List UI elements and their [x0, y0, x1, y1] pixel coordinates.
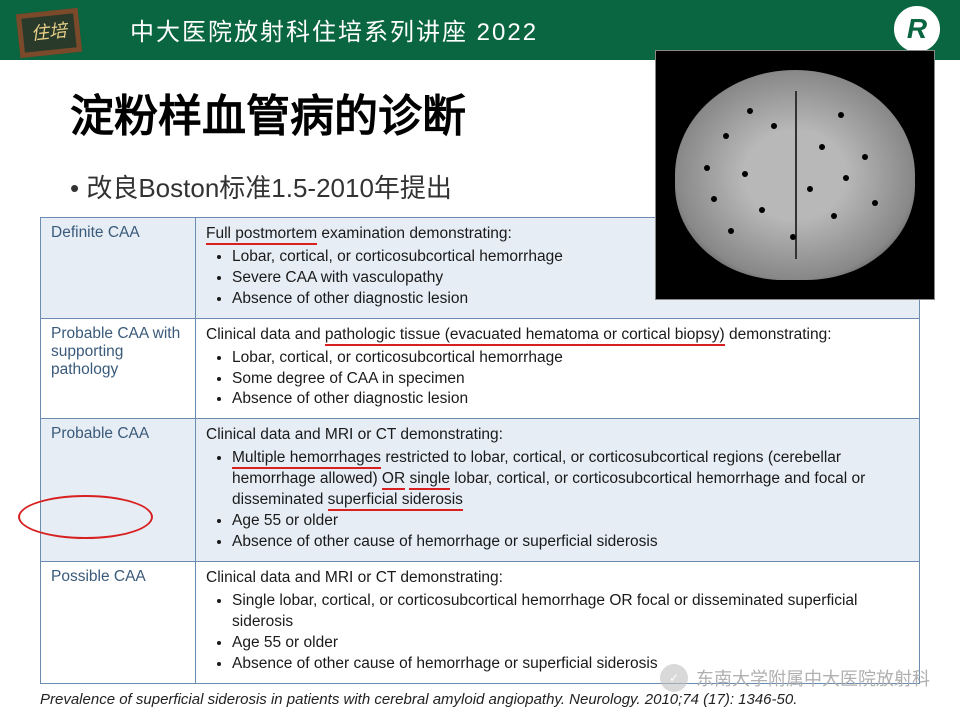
chalkboard-text: 住培: [21, 13, 76, 50]
criteria-label: Possible CAA: [41, 561, 196, 683]
criteria-label: Probable CAA with supporting pathology: [41, 318, 196, 419]
watermark: ✓ 东南大学附属中大医院放射科: [660, 664, 930, 692]
chalkboard-badge: 住培: [16, 8, 82, 58]
logo-letter: R: [907, 13, 927, 45]
hospital-logo: R: [894, 6, 940, 52]
brain-shape: [675, 70, 915, 280]
criteria-label: Probable CAA: [41, 419, 196, 562]
citation-text: Prevalence of superficial siderosis in p…: [40, 691, 920, 708]
slide-content: 淀粉样血管病的诊断 改良Boston标准1.5-2010年提出 Definite…: [0, 60, 960, 684]
brain-mri-image: [655, 50, 935, 300]
table-row: Probable CAA with supporting pathologyCl…: [41, 318, 920, 419]
table-row: Probable CAAClinical data and MRI or CT …: [41, 419, 920, 562]
criteria-description: Clinical data and MRI or CT demonstratin…: [196, 419, 920, 562]
criteria-label: Definite CAA: [41, 218, 196, 319]
criteria-description: Clinical data and pathologic tissue (eva…: [196, 318, 920, 419]
header-title: 中大医院放射科住培系列讲座 2022: [130, 12, 538, 47]
watermark-text: 东南大学附属中大医院放射科: [696, 665, 930, 691]
wechat-icon: ✓: [660, 664, 688, 692]
